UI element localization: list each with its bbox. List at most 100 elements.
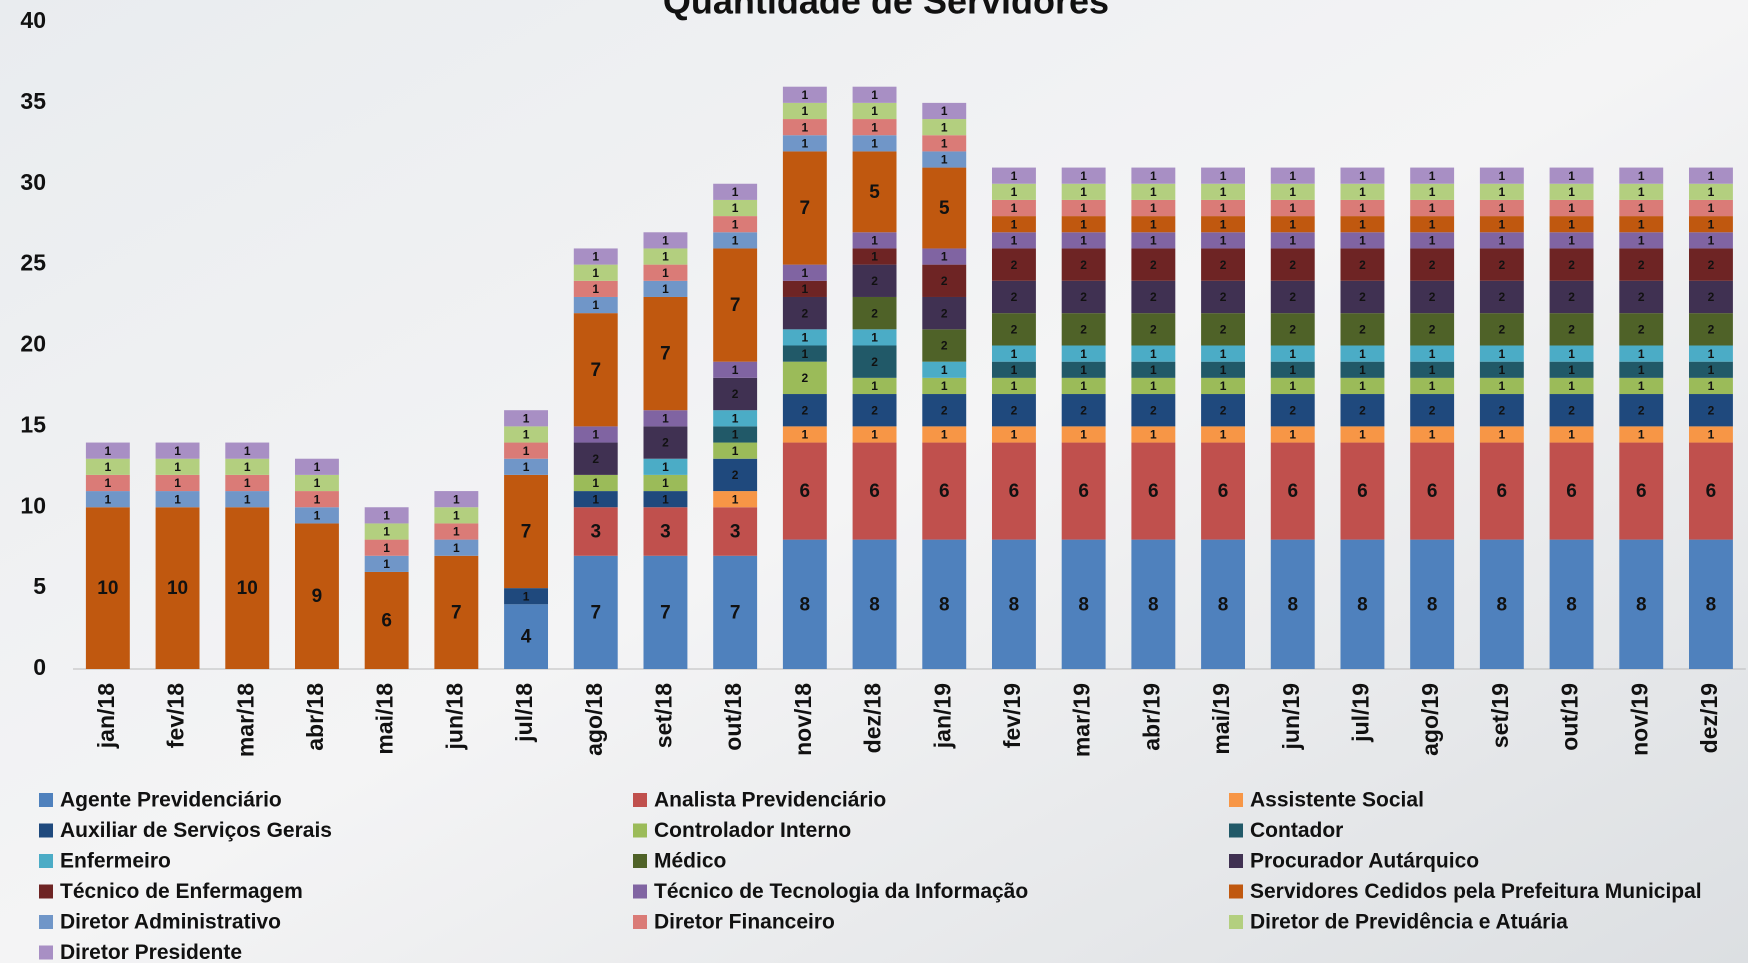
data-label: 2 — [1638, 322, 1645, 336]
data-label: 1 — [941, 153, 948, 167]
data-label: 1 — [871, 428, 878, 442]
x-tick-label: set/19 — [1487, 683, 1513, 748]
data-label: 1 — [1638, 185, 1645, 199]
data-label: 1 — [174, 476, 181, 490]
data-label: 2 — [1429, 258, 1436, 272]
data-label: 1 — [662, 234, 669, 248]
data-label: 8 — [800, 594, 811, 615]
x-tick-label: nov/19 — [1626, 683, 1652, 756]
data-label: 1 — [871, 379, 878, 393]
data-label: 7 — [730, 295, 741, 316]
data-label: 1 — [802, 428, 809, 442]
data-label: 1 — [1080, 428, 1087, 442]
data-label: 1 — [871, 250, 878, 264]
data-label: 7 — [730, 602, 741, 623]
data-label: 6 — [1148, 481, 1159, 502]
data-label: 1 — [1011, 217, 1018, 231]
data-label: 1 — [802, 347, 809, 361]
data-label: 1 — [592, 298, 599, 312]
data-label: 1 — [1150, 428, 1157, 442]
data-label: 1 — [1150, 201, 1157, 215]
data-label: 1 — [1289, 201, 1296, 215]
x-tick-label: set/18 — [651, 683, 677, 748]
y-tick-label: 0 — [33, 654, 46, 680]
data-label: 1 — [871, 136, 878, 150]
legend-label: Agente Previdenciário — [60, 789, 282, 812]
data-label: 1 — [1429, 217, 1436, 231]
data-label: 1 — [1568, 217, 1575, 231]
data-label: 2 — [941, 339, 948, 353]
legend-swatch — [633, 915, 647, 929]
data-label: 1 — [662, 492, 669, 506]
data-label: 1 — [1568, 234, 1575, 248]
data-label: 1 — [941, 363, 948, 377]
data-label: 1 — [1499, 363, 1506, 377]
data-label: 2 — [1011, 290, 1018, 304]
data-label: 1 — [1150, 185, 1157, 199]
data-label: 7 — [451, 602, 462, 623]
data-label: 1 — [1080, 379, 1087, 393]
x-tick-label: out/19 — [1557, 683, 1583, 751]
legend-label: Auxiliar de Serviços Gerais — [60, 819, 332, 842]
data-label: 8 — [939, 594, 950, 615]
data-label: 2 — [1708, 322, 1715, 336]
data-label: 2 — [1568, 403, 1575, 417]
legend-label: Técnico de Tecnologia da Informação — [654, 880, 1028, 903]
data-label: 1 — [1011, 201, 1018, 215]
data-label: 1 — [383, 509, 390, 523]
data-label: 1 — [1499, 169, 1506, 183]
data-label: 1 — [1429, 379, 1436, 393]
data-label: 1 — [1150, 347, 1157, 361]
data-label: 1 — [1568, 169, 1575, 183]
data-label: 1 — [1011, 169, 1018, 183]
x-tick-label: dez/19 — [1696, 683, 1722, 753]
data-label: 1 — [1708, 347, 1715, 361]
data-label: 1 — [871, 88, 878, 102]
data-label: 1 — [1359, 234, 1366, 248]
y-tick-label: 30 — [20, 169, 46, 195]
data-label: 2 — [732, 387, 739, 401]
data-label: 1 — [871, 120, 878, 134]
data-label: 2 — [732, 468, 739, 482]
data-label: 1 — [1289, 379, 1296, 393]
data-label: 1 — [244, 476, 251, 490]
data-label: 7 — [590, 602, 601, 623]
data-label: 1 — [732, 185, 739, 199]
data-label: 8 — [1218, 594, 1229, 615]
x-tick-label: ago/19 — [1417, 683, 1443, 756]
data-label: 1 — [732, 411, 739, 425]
legend-label: Diretor Administrativo — [60, 911, 281, 934]
data-label: 1 — [523, 460, 530, 474]
data-label: 1 — [1568, 428, 1575, 442]
data-label: 1 — [1080, 363, 1087, 377]
y-tick-label: 10 — [20, 492, 46, 518]
data-label: 1 — [1011, 185, 1018, 199]
data-label: 1 — [1080, 201, 1087, 215]
data-label: 1 — [1499, 217, 1506, 231]
data-label: 1 — [1220, 363, 1227, 377]
data-label: 1 — [592, 492, 599, 506]
data-label: 7 — [660, 602, 671, 623]
data-label: 1 — [1011, 363, 1018, 377]
data-label: 1 — [941, 250, 948, 264]
data-label: 1 — [662, 411, 669, 425]
legend-label: Diretor de Previdência e Atuária — [1250, 911, 1568, 934]
data-label: 2 — [1568, 290, 1575, 304]
data-label: 1 — [1708, 363, 1715, 377]
data-label: 1 — [732, 492, 739, 506]
y-tick-label: 40 — [20, 7, 46, 33]
data-label: 2 — [1638, 258, 1645, 272]
x-tick-label: jan/19 — [929, 683, 955, 749]
data-label: 1 — [941, 120, 948, 134]
data-label: 1 — [1708, 185, 1715, 199]
data-label: 1 — [1220, 201, 1227, 215]
x-tick-label: mar/19 — [1069, 683, 1095, 757]
data-label: 1 — [1011, 234, 1018, 248]
data-label: 6 — [869, 481, 880, 502]
data-label: 2 — [1568, 258, 1575, 272]
data-label: 1 — [1220, 169, 1227, 183]
data-label: 2 — [1499, 403, 1506, 417]
data-label: 1 — [732, 428, 739, 442]
data-label: 1 — [523, 411, 530, 425]
data-label: 2 — [1359, 290, 1366, 304]
